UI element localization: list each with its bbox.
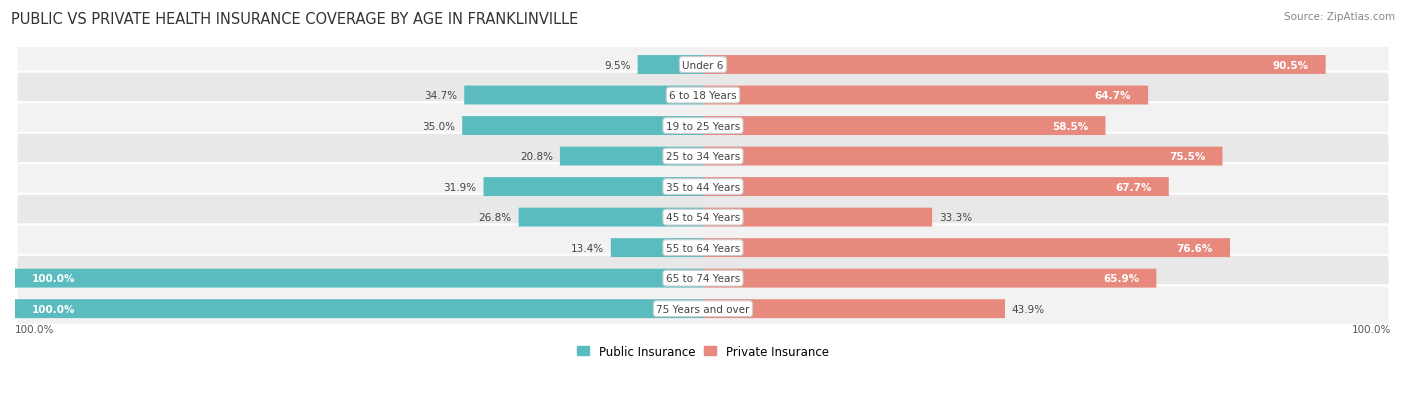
Text: 64.7%: 64.7%	[1094, 91, 1130, 101]
Text: 65.9%: 65.9%	[1104, 273, 1139, 283]
FancyBboxPatch shape	[15, 299, 703, 318]
FancyBboxPatch shape	[484, 178, 703, 197]
FancyBboxPatch shape	[703, 269, 1156, 288]
Text: 55 to 64 Years: 55 to 64 Years	[666, 243, 740, 253]
Text: 100.0%: 100.0%	[32, 304, 76, 314]
FancyBboxPatch shape	[703, 86, 1149, 105]
FancyBboxPatch shape	[560, 147, 703, 166]
Text: 25 to 34 Years: 25 to 34 Years	[666, 152, 740, 161]
Text: 13.4%: 13.4%	[571, 243, 605, 253]
FancyBboxPatch shape	[703, 178, 1168, 197]
Text: 90.5%: 90.5%	[1272, 60, 1309, 70]
FancyBboxPatch shape	[17, 164, 1389, 211]
Text: 76.6%: 76.6%	[1177, 243, 1213, 253]
FancyBboxPatch shape	[703, 208, 932, 227]
FancyBboxPatch shape	[17, 255, 1389, 302]
Text: 43.9%: 43.9%	[1012, 304, 1045, 314]
Text: 19 to 25 Years: 19 to 25 Years	[666, 121, 740, 131]
Legend: Public Insurance, Private Insurance: Public Insurance, Private Insurance	[572, 340, 834, 363]
Text: 20.8%: 20.8%	[520, 152, 553, 161]
Text: 100.0%: 100.0%	[32, 273, 76, 283]
Text: 45 to 54 Years: 45 to 54 Years	[666, 213, 740, 223]
Text: PUBLIC VS PRIVATE HEALTH INSURANCE COVERAGE BY AGE IN FRANKLINVILLE: PUBLIC VS PRIVATE HEALTH INSURANCE COVER…	[11, 12, 578, 27]
FancyBboxPatch shape	[17, 194, 1389, 241]
FancyBboxPatch shape	[703, 299, 1005, 318]
Text: Source: ZipAtlas.com: Source: ZipAtlas.com	[1284, 12, 1395, 22]
FancyBboxPatch shape	[464, 86, 703, 105]
Text: 9.5%: 9.5%	[605, 60, 631, 70]
FancyBboxPatch shape	[703, 56, 1326, 75]
FancyBboxPatch shape	[638, 56, 703, 75]
FancyBboxPatch shape	[703, 117, 1105, 136]
FancyBboxPatch shape	[519, 208, 703, 227]
FancyBboxPatch shape	[17, 133, 1389, 180]
FancyBboxPatch shape	[703, 147, 1222, 166]
Text: 100.0%: 100.0%	[1351, 324, 1391, 334]
Text: 31.9%: 31.9%	[443, 182, 477, 192]
Text: 75 Years and over: 75 Years and over	[657, 304, 749, 314]
Text: 33.3%: 33.3%	[939, 213, 972, 223]
FancyBboxPatch shape	[17, 286, 1389, 332]
FancyBboxPatch shape	[703, 239, 1230, 257]
FancyBboxPatch shape	[610, 239, 703, 257]
FancyBboxPatch shape	[17, 42, 1389, 89]
Text: 58.5%: 58.5%	[1052, 121, 1088, 131]
FancyBboxPatch shape	[463, 117, 703, 136]
Text: Under 6: Under 6	[682, 60, 724, 70]
Text: 65 to 74 Years: 65 to 74 Years	[666, 273, 740, 283]
Text: 67.7%: 67.7%	[1115, 182, 1152, 192]
Text: 34.7%: 34.7%	[425, 91, 457, 101]
Text: 6 to 18 Years: 6 to 18 Years	[669, 91, 737, 101]
FancyBboxPatch shape	[17, 73, 1389, 119]
Text: 26.8%: 26.8%	[478, 213, 512, 223]
Text: 75.5%: 75.5%	[1168, 152, 1205, 161]
FancyBboxPatch shape	[17, 103, 1389, 150]
Text: 35.0%: 35.0%	[422, 121, 456, 131]
FancyBboxPatch shape	[17, 225, 1389, 271]
Text: 35 to 44 Years: 35 to 44 Years	[666, 182, 740, 192]
FancyBboxPatch shape	[15, 269, 703, 288]
Text: 100.0%: 100.0%	[15, 324, 55, 334]
